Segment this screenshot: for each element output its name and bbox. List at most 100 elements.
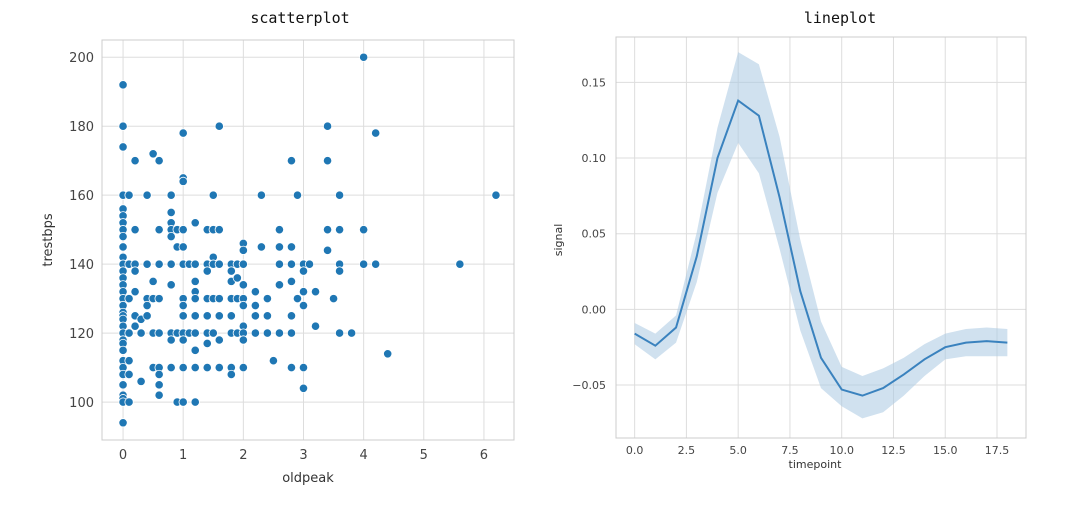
lineplot-x-label: timepoint [789, 458, 843, 471]
scatter-point [130, 321, 140, 331]
lineplot-y-tick-label: 0.00 [582, 303, 607, 316]
scatter-point [256, 242, 266, 252]
lineplot-confidence-band [634, 52, 1008, 419]
scatter-point [491, 190, 501, 200]
scatter-point [142, 311, 152, 321]
lineplot-x-tick-label: 15.0 [933, 444, 958, 457]
scatter-point [154, 259, 164, 269]
scatter-point [328, 294, 339, 304]
scatterplot-x-tick-label: 1 [179, 448, 187, 463]
scatter-point [124, 328, 134, 338]
scatterplot-y-tick-label: 120 [69, 327, 94, 342]
scatter-point [166, 231, 176, 242]
scatter-point [359, 52, 369, 62]
lineplot-y-ticks: −0.05 0.00 0.05 0.10 0.15 [572, 76, 606, 392]
lineplot-panel: lineplot 0.0 2.5 5.0 7.5 10.0 12.5 15.0 17.5 −0… [540, 0, 1080, 504]
scatter-point [148, 149, 158, 159]
scatter-point [298, 287, 309, 297]
lineplot-title: lineplot [804, 9, 876, 27]
scatter-point [178, 300, 188, 311]
lineplot-x-tick-label: 10.0 [829, 444, 854, 457]
scatterplot-y-tick-label: 140 [69, 258, 94, 273]
scatterplot-chart: scatterplot 0 1 2 3 4 5 6 100 120 140 160 180 200 o… [41, 9, 515, 486]
scatter-point [298, 362, 309, 373]
scatter-point [154, 156, 164, 166]
scatter-point [298, 300, 309, 311]
scatter-point [130, 266, 140, 276]
scatter-point [154, 294, 164, 304]
scatter-point [238, 280, 248, 290]
scatter-point [130, 287, 140, 297]
scatterplot-y-tick-label: 180 [69, 120, 94, 135]
scatter-point [166, 362, 176, 373]
scatterplot-x-label: oldpeak [282, 471, 334, 486]
scatter-point [322, 245, 333, 255]
scatter-point [304, 259, 315, 269]
scatter-point [292, 294, 303, 304]
scatter-point [190, 276, 200, 286]
scatter-point [250, 300, 260, 311]
scatter-point [142, 259, 152, 269]
scatter-point [214, 335, 224, 345]
scatterplot-points [118, 52, 501, 428]
scatter-point [154, 328, 164, 338]
scatter-point [118, 345, 128, 355]
scatter-point [274, 259, 285, 269]
scatter-point [383, 349, 393, 359]
scatter-point [298, 383, 309, 393]
scatter-point [190, 311, 200, 321]
scatter-point [124, 356, 134, 366]
scatter-point [226, 266, 236, 276]
scatterplot-panel: scatterplot 0 1 2 3 4 5 6 100 120 140 160 180 200 o… [0, 0, 540, 504]
lineplot-y-tick-label: 0.05 [582, 228, 607, 241]
scatter-point [142, 190, 152, 200]
scatter-point [202, 362, 212, 373]
scatter-point [359, 259, 369, 269]
scatter-point [178, 335, 188, 345]
scatter-point [238, 335, 248, 345]
scatter-point [214, 121, 224, 131]
scatter-point [202, 266, 212, 276]
scatterplot-y-tick-label: 100 [69, 396, 94, 411]
scatter-point [262, 294, 273, 304]
scatterplot-x-tick-label: 4 [359, 448, 367, 463]
scatterplot-x-tick-label: 3 [299, 448, 307, 463]
scatter-point [322, 156, 333, 166]
scatter-point [130, 156, 140, 166]
scatter-point [178, 311, 188, 321]
scatter-point [214, 311, 224, 321]
scatter-point [166, 190, 176, 200]
scatter-point [250, 287, 260, 297]
scatter-point [310, 321, 321, 331]
scatter-point [214, 225, 224, 235]
scatter-point [154, 225, 164, 235]
scatter-point [334, 266, 345, 276]
scatter-point [334, 190, 345, 200]
scatter-point [214, 259, 224, 269]
scatter-point [310, 287, 321, 297]
scatterplot-x-tick-label: 0 [119, 448, 127, 463]
scatter-point [136, 328, 146, 338]
lineplot-y-label: signal [552, 224, 565, 257]
scatterplot-title: scatterplot [250, 9, 349, 27]
scatter-point [154, 380, 164, 390]
scatter-point [190, 345, 200, 355]
scatter-point [250, 311, 260, 321]
lineplot-y-tick-label: −0.05 [572, 379, 606, 392]
scatter-point [238, 362, 248, 373]
scatter-point [178, 225, 188, 235]
lineplot-x-tick-label: 7.5 [781, 444, 799, 457]
scatterplot-y-ticks: 100 120 140 160 180 200 [69, 51, 94, 411]
lineplot-x-ticks: 0.0 2.5 5.0 7.5 10.0 12.5 15.0 17.5 [626, 444, 1009, 457]
lineplot-y-tick-label: 0.10 [582, 152, 607, 165]
scatter-point [322, 225, 333, 235]
scatterplot-x-ticks: 0 1 2 3 4 5 6 [119, 448, 488, 463]
scatter-point [118, 121, 128, 131]
scatter-point [148, 276, 158, 286]
scatter-point [130, 225, 140, 235]
scatter-point [190, 294, 200, 304]
lineplot-x-tick-label: 2.5 [678, 444, 696, 457]
scatter-point [250, 328, 260, 338]
scatterplot-plot-frame [101, 39, 515, 441]
scatter-point [124, 397, 134, 407]
